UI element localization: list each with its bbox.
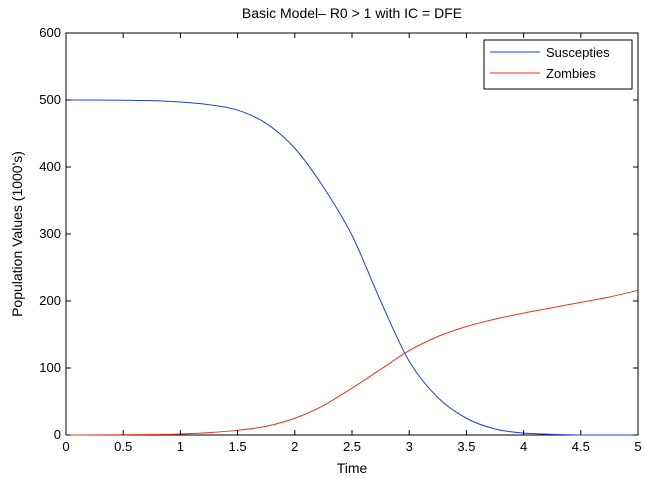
x-tick-label: 3.5 — [457, 439, 475, 454]
legend-label-zombies: Zombies — [546, 66, 596, 81]
x-tick-label: 2.5 — [343, 439, 361, 454]
series-layer — [65, 99, 639, 436]
x-tick-label: 0 — [62, 439, 69, 454]
x-axis-ticks: 0 0.5 1 1.5 2 2.5 3 3.5 4 4.5 5 — [62, 33, 642, 454]
chart-title: Basic Model– R0 > 1 with IC = DFE — [242, 5, 462, 21]
legend-box — [483, 39, 633, 90]
y-tick-label: 100 — [39, 360, 61, 375]
x-tick-label: 3 — [406, 439, 413, 454]
y-axis-title: Population Values (1000's) — [9, 151, 25, 317]
y-tick-label: 400 — [39, 159, 61, 174]
plot-area — [65, 32, 639, 436]
series-line-suscepties — [65, 99, 638, 436]
y-tick-label: 300 — [39, 226, 61, 241]
legend-label-suscepties: Suscepties — [546, 45, 610, 60]
x-tick-label: 2 — [291, 439, 298, 454]
x-tick-label: 4 — [520, 439, 527, 454]
y-tick-label: 600 — [39, 25, 61, 40]
x-tick-label: 1.5 — [229, 439, 247, 454]
x-tick-label: 5 — [634, 439, 641, 454]
x-tick-label: 1 — [177, 439, 184, 454]
y-tick-label: 500 — [39, 92, 61, 107]
series-line-zombies — [65, 289, 639, 436]
x-tick-label: 0.5 — [114, 439, 132, 454]
y-tick-label: 0 — [54, 427, 61, 442]
plot-frame — [65, 32, 639, 436]
legend: Suscepties Zombies — [483, 39, 633, 90]
x-axis-title: Time — [337, 460, 368, 476]
y-axis-ticks: 0 100 200 300 400 500 600 — [39, 25, 638, 442]
y-tick-label: 200 — [39, 293, 61, 308]
x-tick-label: 4.5 — [572, 439, 590, 454]
